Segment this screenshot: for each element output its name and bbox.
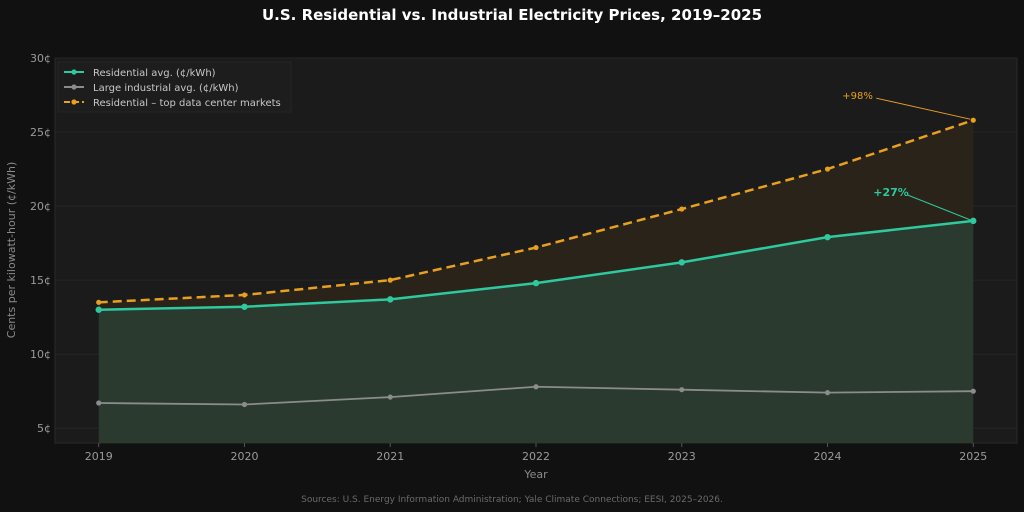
- y-tick-label: 25¢: [30, 126, 51, 139]
- data-point: [970, 217, 977, 225]
- area-fills: [98, 120, 974, 443]
- data-point: [96, 299, 102, 305]
- y-axis-label: Cents per kilowatt-hour (¢/kWh): [5, 162, 18, 338]
- legend-marker: [71, 84, 77, 90]
- x-axis-label: Year: [523, 468, 548, 481]
- data-point: [970, 388, 976, 394]
- legend-marker: [71, 69, 77, 75]
- x-tick-label: 2021: [376, 450, 404, 463]
- data-point: [824, 166, 831, 172]
- annotations: +98% +27%: [842, 91, 971, 221]
- residential-area-fill: [98, 220, 974, 443]
- data-point: [678, 259, 685, 266]
- data-point: [533, 384, 539, 390]
- data-point: [241, 303, 248, 310]
- data-point: [824, 233, 831, 241]
- data-point: [387, 394, 393, 400]
- annotation-label: +98%: [842, 91, 873, 102]
- source-note: Sources: U.S. Energy Information Adminis…: [301, 495, 723, 505]
- y-tick-label: 20¢: [30, 200, 51, 213]
- legend-label: Residential avg. (¢/kWh): [93, 68, 216, 79]
- data-point: [679, 206, 685, 212]
- y-tick-label: 30¢: [30, 52, 51, 65]
- data-point: [96, 400, 102, 406]
- legend-marker: [71, 99, 77, 105]
- x-tick-label: 2024: [814, 450, 842, 463]
- chart-title: U.S. Residential vs. Industrial Electric…: [262, 6, 762, 24]
- data-point: [241, 292, 248, 298]
- data-point: [532, 279, 540, 287]
- legend-box: [57, 61, 292, 113]
- legend-label: Large industrial avg. (¢/kWh): [93, 83, 239, 94]
- data-center-gap-fill: [98, 120, 974, 310]
- ticks: 5¢ 10¢ 15¢ 20¢ 25¢ 30¢ 2019 2020 2021 2022 2023 202…: [30, 52, 987, 463]
- legend: Residential avg. (¢/kWh) Large industrial…: [57, 61, 292, 113]
- x-tick-label: 2023: [668, 450, 696, 463]
- y-tick-label: 10¢: [30, 348, 51, 361]
- data-point: [387, 277, 393, 283]
- x-tick-label: 2025: [959, 450, 987, 463]
- annotation-arrow: [876, 97, 971, 120]
- y-tick-label: 15¢: [30, 274, 51, 287]
- annotation-arrow: [907, 194, 971, 221]
- y-tick-label: 5¢: [37, 422, 51, 435]
- data-point: [824, 390, 831, 396]
- data-point: [679, 387, 685, 393]
- data-point: [241, 401, 248, 408]
- series-lines: [95, 117, 977, 408]
- x-tick-label: 2022: [522, 450, 550, 463]
- x-tick-label: 2019: [85, 450, 113, 463]
- legend-label: Residential – top data center markets: [93, 98, 281, 109]
- data-point: [95, 306, 102, 313]
- data-point: [387, 296, 394, 303]
- data-point: [970, 117, 976, 123]
- x-tick-label: 2020: [230, 450, 258, 463]
- data-point: [533, 244, 539, 251]
- annotation-label: +27%: [873, 186, 909, 199]
